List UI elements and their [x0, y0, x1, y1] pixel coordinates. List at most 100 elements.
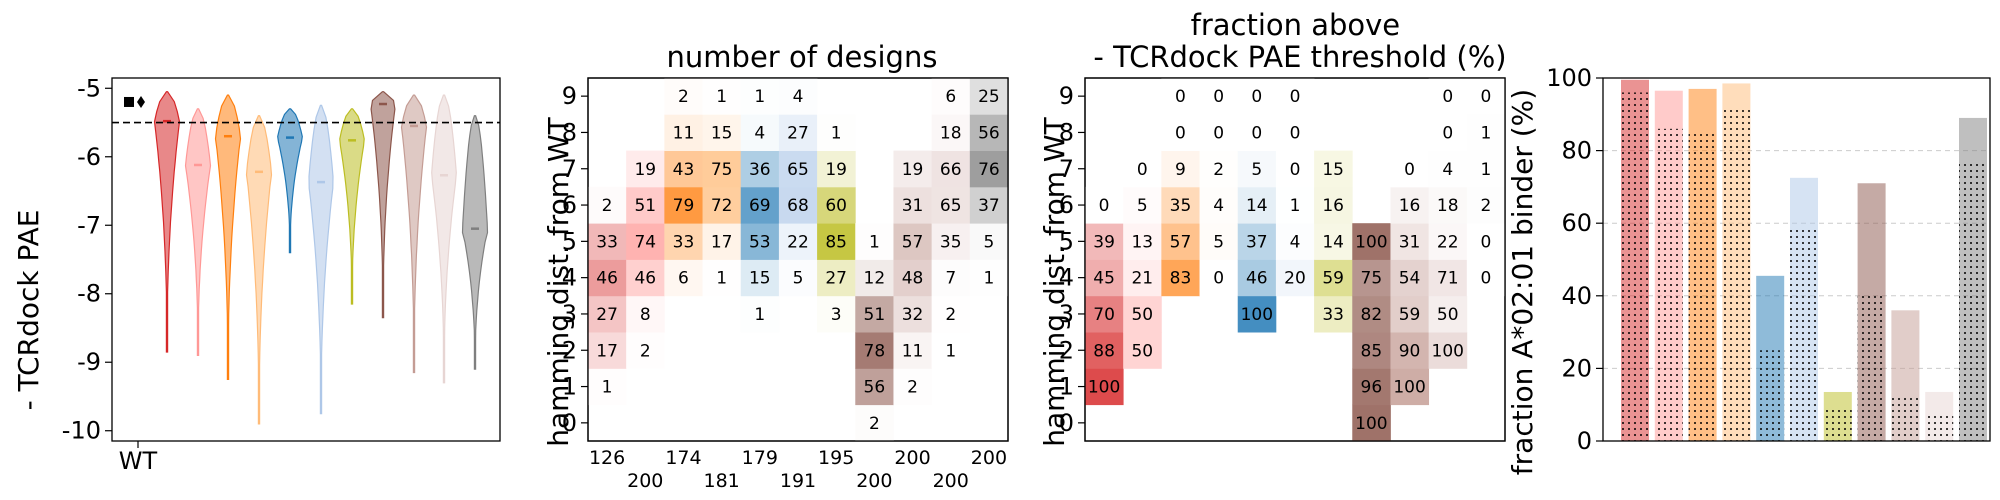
fraction-heatmap-cell-label: 5	[1251, 160, 1262, 180]
fraction-heatmap-y-tick-label: 2	[1059, 336, 1074, 364]
fraction-heatmap-cell	[1314, 150, 1353, 188]
designs-heatmap-cell	[778, 259, 818, 297]
fraction-heatmap-cell	[1428, 186, 1468, 224]
designs-heatmap-cell	[931, 223, 971, 260]
fraction-heatmap-cell-label: 83	[1170, 269, 1192, 289]
fraction-heatmap-y-axis-label: hamming dist. from WT	[1038, 116, 1071, 446]
fraction-heatmap-cell-label: 21	[1131, 269, 1153, 289]
fraction-heatmap-cell	[1428, 295, 1468, 333]
fraction-heatmap-cell-label: 1	[1290, 196, 1301, 216]
fraction-heatmap-cell-label: 0	[1290, 123, 1301, 143]
violin-y-tick-label: -9	[77, 348, 101, 376]
fraction-heatmap-cell	[1352, 223, 1391, 260]
bar-dotted-9	[1891, 397, 1920, 441]
designs-heatmap-column-total-label: 191	[780, 470, 816, 492]
designs-heatmap-cell	[817, 259, 856, 297]
fraction-heatmap-cell	[1390, 295, 1430, 333]
fraction-heatmap-cell-label: 100	[1241, 305, 1273, 325]
designs-heatmap-title: number of designs	[667, 40, 938, 74]
designs-heatmap-cell-label: 35	[940, 232, 962, 252]
designs-heatmap-cell-label: 18	[940, 123, 962, 143]
fraction-heatmap-cell	[1390, 259, 1430, 297]
designs-heatmap-cell	[969, 186, 1009, 224]
violin-series-6	[308, 104, 334, 415]
designs-heatmap-cell-label: 36	[749, 160, 771, 180]
designs-heatmap-cell-label: 1	[983, 269, 994, 289]
fraction-heatmap-cell-label: 39	[1093, 232, 1115, 252]
designs-heatmap-cell	[588, 223, 627, 260]
violin-series-10	[431, 94, 457, 384]
fraction-heatmap-cell-label: 0	[1137, 160, 1148, 180]
designs-heatmap-cell	[626, 332, 665, 369]
fraction-heatmap-cell	[1428, 332, 1468, 369]
designs-heatmap-cell-label: 4	[793, 87, 804, 107]
fraction-heatmap-title-line-1: fraction above	[1191, 8, 1401, 42]
designs-heatmap-cell-label: 46	[634, 269, 656, 289]
designs-heatmap-cell-label: 56	[978, 123, 1000, 143]
fraction-heatmap-cell-label: 71	[1437, 269, 1459, 289]
designs-heatmap-cell	[778, 223, 818, 260]
fraction-heatmap-cell	[1085, 223, 1124, 260]
fraction-heatmap-cell-label: 31	[1399, 232, 1421, 252]
fraction-heatmap-cell	[1275, 186, 1315, 224]
fraction-heatmap-cell	[1237, 150, 1277, 188]
fraction-heatmap-y-tick-label: 7	[1059, 155, 1074, 183]
fraction-heatmap-cell	[1161, 150, 1200, 188]
fraction-heatmap-cell	[1085, 259, 1124, 297]
fraction-heatmap-cell-label: 96	[1361, 378, 1383, 398]
fraction-heatmap-cell-label: 2	[1213, 160, 1224, 180]
fraction-heatmap-cell	[1314, 295, 1353, 333]
fraction-heatmap-cell	[1390, 223, 1430, 260]
designs-heatmap-cell-label: 2	[907, 378, 918, 398]
designs-heatmap-cell-label: 11	[902, 341, 924, 361]
fraction-heatmap-cell-label: 13	[1131, 232, 1153, 252]
designs-heatmap-cell-label: 27	[825, 269, 847, 289]
designs-heatmap-cell	[664, 114, 703, 151]
designs-heatmap-cell	[817, 186, 856, 224]
fraction-heatmap-cell	[1275, 114, 1315, 151]
bar-dotted-10	[1925, 415, 1954, 441]
fraction-heatmap-cell-label: 54	[1399, 269, 1421, 289]
designs-heatmap-cell	[588, 186, 627, 224]
fraction-heatmap-cell	[1352, 404, 1391, 442]
designs-heatmap-cell-label: 57	[902, 232, 924, 252]
bar-y-tick-label: 80	[1561, 137, 1592, 165]
fraction-heatmap-y-tick-label: 6	[1059, 191, 1074, 219]
fraction-heatmap-cell	[1428, 223, 1468, 260]
designs-heatmap-cell	[664, 223, 703, 260]
fraction-heatmap-title-line-2: - TCRdock PAE threshold (%)	[1093, 40, 1506, 74]
designs-heatmap-cell	[626, 150, 665, 188]
fraction-heatmap-cell	[1123, 186, 1162, 224]
fraction-heatmap-cell-label: 50	[1437, 305, 1459, 325]
designs-heatmap-cell	[588, 368, 627, 406]
designs-heatmap-cell	[626, 295, 665, 333]
fraction-heatmap-cell-label: 46	[1246, 269, 1268, 289]
designs-heatmap-cell-label: 6	[678, 269, 689, 289]
designs-heatmap-column-total-label: 179	[742, 447, 778, 469]
designs-heatmap-cell	[893, 150, 933, 188]
fraction-heatmap-y-tick-label: 3	[1059, 300, 1074, 328]
designs-heatmap-cell	[817, 114, 856, 151]
fraction-heatmap-cell	[1390, 368, 1430, 406]
designs-heatmap-cell-label: 33	[673, 232, 695, 252]
designs-heatmap-cell	[855, 295, 894, 333]
designs-heatmap-cell-label: 65	[787, 160, 809, 180]
fraction-heatmap-cell	[1466, 259, 1506, 297]
fraction-heatmap-cell-label: 59	[1399, 305, 1421, 325]
designs-heatmap-y-tick-label: 4	[562, 264, 577, 292]
fraction-heatmap-cell-label: 5	[1137, 196, 1148, 216]
fraction-heatmap-cell-label: 0	[1251, 87, 1262, 107]
fraction-heatmap-cell-label: 2	[1480, 196, 1491, 216]
fraction-heatmap-y-tick-label: 9	[1059, 82, 1074, 110]
fraction-heatmap-cell-label: 57	[1170, 232, 1192, 252]
designs-heatmap-cell-label: 1	[831, 123, 842, 143]
fraction-heatmap-cell	[1275, 150, 1315, 188]
designs-heatmap-cell	[817, 223, 856, 260]
fraction-heatmap-cell-label: 15	[1322, 160, 1344, 180]
fraction-heatmap-y-tick-label: 5	[1059, 227, 1074, 255]
designs-heatmap-cell-label: 3	[831, 305, 842, 325]
fraction-heatmap-cell	[1123, 295, 1162, 333]
violin-y-tick-label: -7	[77, 211, 101, 239]
designs-heatmap-cell	[969, 78, 1009, 115]
fraction-heatmap-cell	[1466, 114, 1506, 151]
